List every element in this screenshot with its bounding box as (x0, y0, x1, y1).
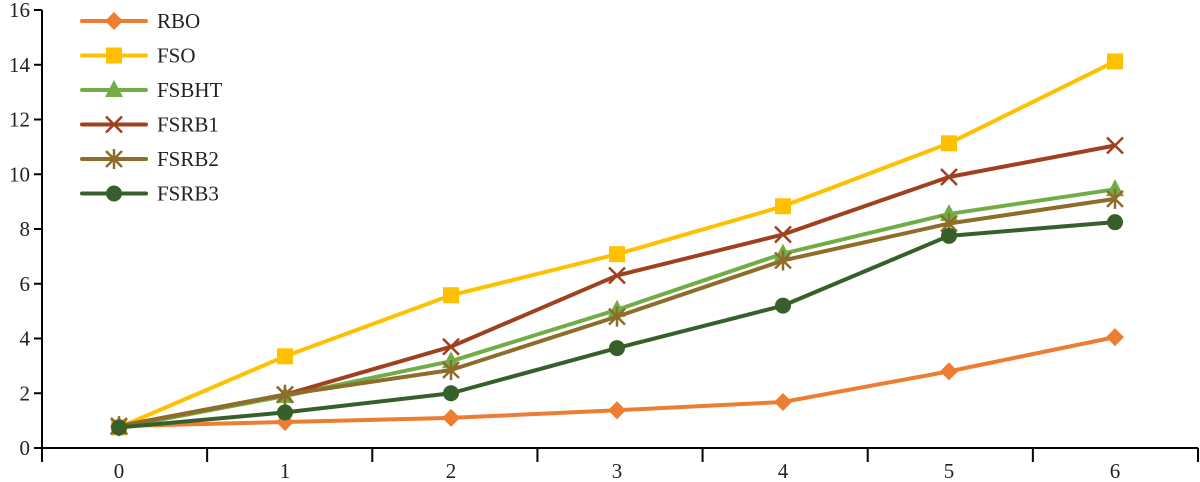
data-point-fsrb3 (1107, 214, 1123, 231)
legend-marker-icon (105, 149, 123, 169)
data-point-fso (775, 198, 791, 215)
y-tick-label: 12 (9, 108, 30, 132)
data-point-fso (443, 287, 459, 304)
y-tick-label: 14 (9, 53, 31, 77)
data-point-fsrb3 (775, 297, 791, 314)
legend-label: FSO (157, 44, 196, 68)
series-fsrb2 (110, 188, 1124, 437)
legend-item-fsbht: FSBHT (80, 78, 223, 102)
data-point-fsbht (940, 203, 958, 221)
x-tick-label: 2 (446, 459, 457, 482)
data-point-fsrb2 (276, 384, 294, 405)
legend-marker-icon (106, 185, 122, 202)
data-point-fso (277, 348, 293, 365)
y-tick-label: 6 (20, 272, 31, 296)
x-tick-label: 3 (612, 459, 623, 482)
legend-item-fsrb2: FSRB2 (80, 147, 219, 171)
data-point-fsrb1 (940, 168, 958, 186)
data-point-fsrb3 (443, 385, 459, 402)
legend-marker-icon (105, 80, 123, 97)
data-point-fsrb3 (609, 340, 625, 357)
data-point-fsrb2 (1106, 188, 1124, 209)
legend-item-fsrb1: FSRB1 (80, 113, 219, 137)
legend-marker-icon (105, 12, 123, 30)
data-point-fsrb1 (774, 225, 792, 244)
legend-marker-icon (106, 47, 122, 64)
data-point-fsrb3 (941, 227, 957, 244)
series-fsrb3 (111, 214, 1123, 436)
x-tick-label: 6 (1110, 459, 1121, 482)
legend-marker-icon (105, 115, 123, 134)
data-point-fsrb2 (774, 250, 792, 271)
data-point-fso (609, 246, 625, 263)
legend-item-fsrb3: FSRB3 (80, 182, 219, 206)
data-point-rbo (1106, 328, 1124, 347)
data-point-fsrb3 (277, 404, 293, 421)
y-tick-label: 8 (20, 217, 31, 241)
y-tick-label: 0 (20, 436, 31, 460)
data-point-rbo (940, 362, 958, 381)
legend-label: FSRB2 (157, 147, 219, 171)
y-tick-label: 2 (20, 381, 31, 405)
x-tick-label: 0 (114, 459, 125, 482)
series-fsrb1 (110, 136, 1124, 435)
legend-item-fso: FSO (80, 44, 196, 68)
x-tick-label: 4 (778, 459, 789, 482)
legend-label: FSRB3 (157, 182, 219, 206)
data-point-rbo (608, 401, 626, 420)
legend-label: RBO (157, 9, 200, 33)
data-point-fsrb2 (442, 359, 460, 380)
y-tick-label: 4 (20, 327, 31, 351)
series-rbo (110, 328, 1124, 436)
y-tick-label: 10 (9, 162, 30, 186)
data-point-rbo (442, 408, 460, 427)
data-point-fso (941, 135, 957, 152)
legend-item-rbo: RBO (80, 9, 200, 33)
x-tick-label: 5 (944, 459, 955, 482)
series-line-fso (118, 59, 1116, 430)
series-line-fsrb1 (118, 143, 1116, 429)
data-point-fsrb3 (111, 419, 127, 436)
legend-label: FSRB1 (157, 113, 219, 137)
data-point-fsrb1 (442, 337, 460, 356)
data-point-rbo (774, 393, 792, 412)
legend: RBO FSO FSBHT FSRB1 FSRB2 FSRB3 (80, 9, 223, 206)
data-point-fsrb1 (608, 266, 626, 285)
data-point-fsrb2 (608, 306, 626, 327)
legend-label: FSBHT (157, 78, 223, 102)
x-tick-label: 1 (280, 459, 291, 482)
series-layer (110, 53, 1124, 437)
data-point-fsbht (1106, 179, 1124, 197)
data-point-fso (1107, 53, 1123, 70)
series-fso (111, 53, 1123, 436)
data-point-fsrb1 (1106, 136, 1124, 155)
y-tick-label: 16 (9, 0, 30, 22)
